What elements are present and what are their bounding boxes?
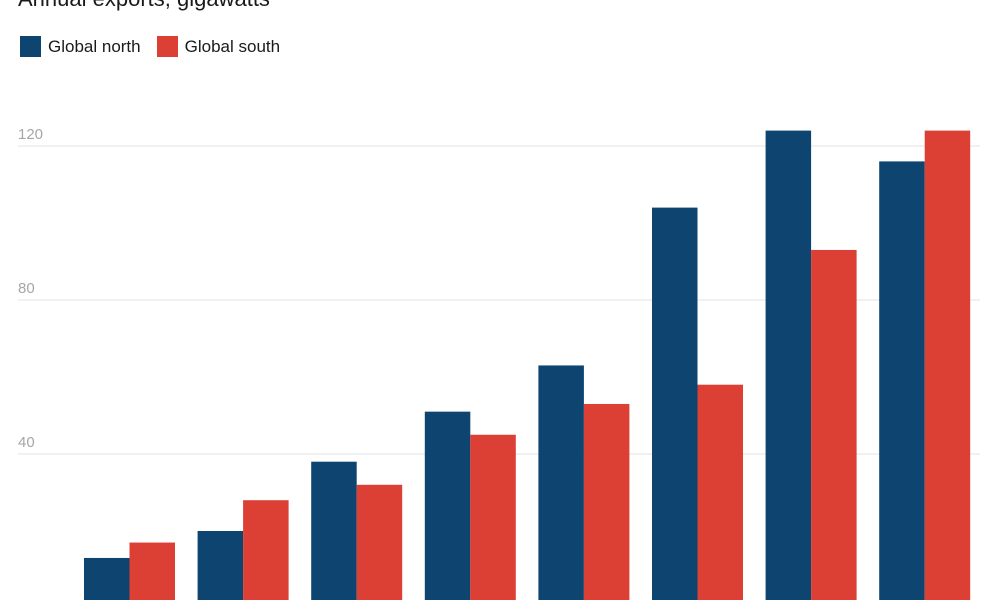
bar-global-south <box>470 434 516 600</box>
bar-global-north <box>424 411 471 600</box>
bar-global-south <box>811 249 857 600</box>
bar-global-south <box>924 130 971 600</box>
bar-global-south <box>243 500 289 600</box>
y-tick-label: 40 <box>18 434 35 451</box>
bar-global-north <box>197 531 244 600</box>
legend-item-north: Global north <box>20 36 141 57</box>
legend-swatch-south <box>156 36 178 57</box>
chart-subtitle: Annual exports, gigawatts <box>18 0 270 12</box>
bar-global-north <box>84 557 130 600</box>
y-tick-label: 80 <box>18 280 35 297</box>
legend-label-south: Global south <box>184 36 281 56</box>
legend-label-north: Global north <box>48 36 141 56</box>
bar-global-south <box>356 484 403 600</box>
legend-swatch-north <box>20 36 41 57</box>
bar-global-north <box>652 207 698 600</box>
bar-global-north <box>879 161 925 600</box>
bar-global-north <box>765 130 812 600</box>
bar-global-south <box>697 384 743 600</box>
chart-legend: Global north Global south <box>20 36 280 57</box>
bar-global-north <box>538 365 584 600</box>
bar-global-south <box>583 403 630 600</box>
bar-global-north <box>311 461 357 600</box>
legend-item-south: Global south <box>156 36 281 57</box>
bar-global-south <box>129 542 175 600</box>
y-tick-label: 120 <box>18 126 43 143</box>
